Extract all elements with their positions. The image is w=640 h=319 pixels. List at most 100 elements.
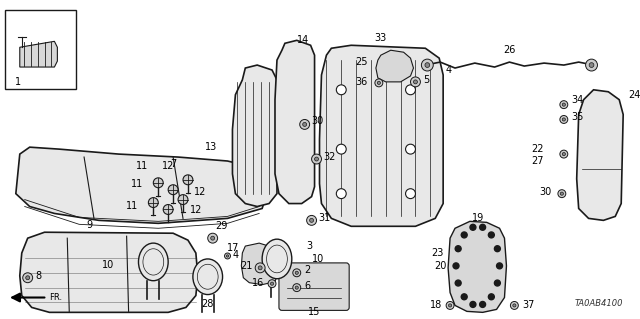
Circle shape xyxy=(227,255,228,257)
Circle shape xyxy=(310,219,314,222)
Text: 12: 12 xyxy=(194,187,206,197)
Circle shape xyxy=(560,115,568,123)
Circle shape xyxy=(589,63,594,67)
Text: 11: 11 xyxy=(136,161,148,171)
Circle shape xyxy=(470,301,476,308)
Circle shape xyxy=(453,263,459,269)
Circle shape xyxy=(163,204,173,214)
Circle shape xyxy=(295,271,298,274)
Circle shape xyxy=(225,253,230,259)
Circle shape xyxy=(258,266,262,270)
Text: 29: 29 xyxy=(216,221,228,231)
Text: 3: 3 xyxy=(307,241,313,251)
FancyBboxPatch shape xyxy=(279,263,349,310)
Circle shape xyxy=(560,150,568,158)
Circle shape xyxy=(337,85,346,95)
Text: 22: 22 xyxy=(532,144,544,154)
Text: 11: 11 xyxy=(131,179,143,189)
Circle shape xyxy=(560,192,563,195)
Circle shape xyxy=(455,280,461,286)
Text: 4: 4 xyxy=(445,65,451,75)
Text: 21: 21 xyxy=(240,261,252,271)
Text: 4: 4 xyxy=(232,250,239,260)
Text: 10: 10 xyxy=(312,254,324,264)
Circle shape xyxy=(495,280,500,286)
Text: 25: 25 xyxy=(355,57,368,67)
Circle shape xyxy=(377,81,380,85)
Text: 14: 14 xyxy=(297,35,309,45)
Text: TA0AB4100: TA0AB4100 xyxy=(575,300,623,308)
Circle shape xyxy=(488,294,494,300)
Circle shape xyxy=(337,144,346,154)
Circle shape xyxy=(292,284,301,292)
Text: 26: 26 xyxy=(503,45,516,55)
Text: 11: 11 xyxy=(126,201,138,211)
Text: 17: 17 xyxy=(227,243,239,253)
Circle shape xyxy=(560,101,568,108)
Polygon shape xyxy=(16,147,267,223)
Text: 37: 37 xyxy=(522,300,534,310)
Text: 28: 28 xyxy=(202,300,214,309)
Circle shape xyxy=(406,144,415,154)
Circle shape xyxy=(449,304,452,307)
Bar xyxy=(5,10,76,89)
Circle shape xyxy=(307,215,317,225)
Circle shape xyxy=(479,224,486,230)
Circle shape xyxy=(406,85,415,95)
Ellipse shape xyxy=(193,259,223,294)
Text: 27: 27 xyxy=(532,156,544,166)
Text: 13: 13 xyxy=(205,142,218,152)
Text: 30: 30 xyxy=(312,116,324,126)
Circle shape xyxy=(375,79,383,87)
Text: 8: 8 xyxy=(36,271,42,281)
Text: 19: 19 xyxy=(472,213,484,223)
Circle shape xyxy=(314,157,319,161)
Circle shape xyxy=(563,152,565,156)
Circle shape xyxy=(183,175,193,185)
Circle shape xyxy=(292,269,301,277)
Text: 18: 18 xyxy=(430,300,442,310)
Polygon shape xyxy=(376,50,413,82)
Circle shape xyxy=(479,301,486,308)
Polygon shape xyxy=(448,221,506,312)
Circle shape xyxy=(337,189,346,199)
Text: 32: 32 xyxy=(323,152,336,162)
Circle shape xyxy=(513,304,516,307)
Circle shape xyxy=(211,236,214,240)
Circle shape xyxy=(148,197,158,207)
Circle shape xyxy=(271,282,274,285)
Circle shape xyxy=(497,263,502,269)
Text: FR.: FR. xyxy=(49,293,63,302)
Text: 12: 12 xyxy=(162,161,174,171)
Polygon shape xyxy=(20,232,198,312)
Text: 36: 36 xyxy=(356,77,368,87)
Circle shape xyxy=(558,190,566,197)
Text: 2: 2 xyxy=(305,265,311,275)
Circle shape xyxy=(154,178,163,188)
Circle shape xyxy=(300,120,310,130)
Circle shape xyxy=(488,232,494,238)
Circle shape xyxy=(446,301,454,309)
Circle shape xyxy=(586,59,598,71)
Circle shape xyxy=(23,273,33,283)
Text: 23: 23 xyxy=(431,248,443,258)
Polygon shape xyxy=(241,243,279,285)
Circle shape xyxy=(495,246,500,252)
Circle shape xyxy=(410,77,420,87)
Circle shape xyxy=(511,301,518,309)
Text: 10: 10 xyxy=(102,260,114,270)
Text: 31: 31 xyxy=(319,213,331,223)
Text: 33: 33 xyxy=(374,33,387,43)
Text: 35: 35 xyxy=(572,113,584,122)
Circle shape xyxy=(255,263,265,273)
Circle shape xyxy=(413,80,417,84)
Text: 30: 30 xyxy=(540,187,552,197)
Ellipse shape xyxy=(138,243,168,281)
Circle shape xyxy=(26,276,29,280)
Circle shape xyxy=(470,224,476,230)
Text: 15: 15 xyxy=(308,308,321,317)
Text: 5: 5 xyxy=(424,75,429,85)
Circle shape xyxy=(455,246,461,252)
Circle shape xyxy=(563,103,565,106)
Circle shape xyxy=(268,280,276,288)
